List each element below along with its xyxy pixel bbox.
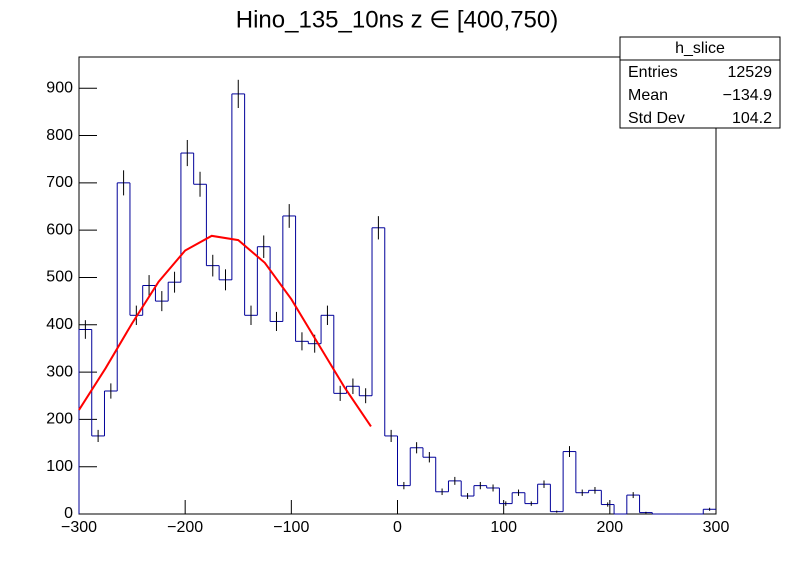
y-tick-label: 300 <box>46 363 73 380</box>
x-tick-label: −200 <box>167 519 203 536</box>
stats-title: h_slice <box>675 40 725 57</box>
x-tick-label: 0 <box>393 519 402 536</box>
fit-curve <box>78 234 372 428</box>
y-tick-label: 900 <box>46 79 73 96</box>
y-tick-label: 700 <box>46 174 73 191</box>
y-tick-label: 600 <box>46 221 73 238</box>
x-tick-label: 100 <box>490 519 517 536</box>
y-tick-label: 0 <box>64 505 73 522</box>
y-tick-label: 100 <box>46 458 73 475</box>
stats-label: Std Dev <box>628 110 685 127</box>
stats-value: −134.9 <box>723 87 772 104</box>
x-tick-label: −100 <box>273 519 309 536</box>
y-tick-label: 200 <box>46 411 73 428</box>
y-tick-label: 400 <box>46 316 73 333</box>
stats-value: 12529 <box>728 64 773 81</box>
y-tick-label: 500 <box>46 269 73 286</box>
y-tick-label: 800 <box>46 127 73 144</box>
stats-label: Entries <box>628 64 678 81</box>
x-tick-label: −300 <box>61 519 97 536</box>
stats-box: h_slice Entries 12529 Mean −134.9 Std De… <box>619 36 781 129</box>
stats-frame <box>619 36 781 129</box>
chart-title: Hino_135_10ns z ∈ [400,750) <box>236 6 558 33</box>
x-tick-label: 300 <box>703 519 730 536</box>
x-tick-label: 200 <box>596 519 623 536</box>
stats-value: 104.2 <box>732 110 772 127</box>
stats-label: Mean <box>628 87 668 104</box>
